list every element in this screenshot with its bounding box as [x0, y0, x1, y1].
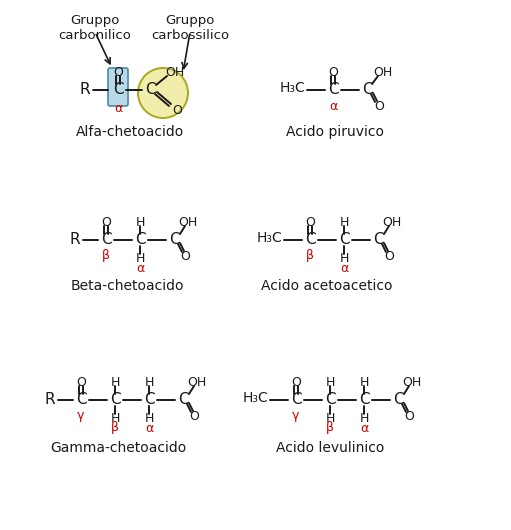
Text: C: C — [135, 233, 145, 248]
Text: OH: OH — [166, 66, 184, 78]
Text: α: α — [145, 421, 153, 435]
Text: H: H — [110, 411, 120, 425]
Text: C: C — [76, 393, 86, 408]
Text: C: C — [178, 393, 189, 408]
Text: H: H — [110, 375, 120, 388]
Text: H₃C: H₃C — [279, 81, 305, 95]
Text: α: α — [136, 261, 144, 275]
Text: H: H — [135, 216, 145, 228]
Text: OH: OH — [382, 216, 402, 228]
Text: β: β — [326, 421, 334, 435]
Text: O: O — [101, 216, 111, 228]
Text: Beta-chetoacido: Beta-chetoacido — [70, 279, 184, 293]
Text: O: O — [76, 375, 86, 388]
Text: C: C — [392, 393, 403, 408]
Text: α: α — [360, 421, 368, 435]
Text: Acido acetoacetico: Acido acetoacetico — [261, 279, 393, 293]
Text: Acido piruvico: Acido piruvico — [286, 125, 384, 139]
Text: C: C — [339, 233, 350, 248]
Text: β: β — [306, 250, 314, 262]
Text: R: R — [80, 83, 90, 98]
Text: C: C — [328, 83, 338, 98]
Text: C: C — [362, 83, 373, 98]
Text: C: C — [169, 233, 179, 248]
Text: H: H — [144, 375, 154, 388]
Text: OH: OH — [188, 375, 206, 388]
Text: O: O — [374, 100, 384, 112]
Text: O: O — [172, 103, 182, 117]
Text: Gamma-chetoacido: Gamma-chetoacido — [50, 441, 186, 455]
Text: Alfa-chetoacido: Alfa-chetoacido — [76, 125, 184, 139]
Text: α: α — [114, 102, 122, 114]
Text: Acido levulinico: Acido levulinico — [276, 441, 384, 455]
Text: Gruppo
carbossilico: Gruppo carbossilico — [151, 14, 229, 42]
Text: O: O — [113, 66, 123, 78]
Text: H: H — [326, 375, 335, 388]
Text: O: O — [291, 375, 301, 388]
Text: Gruppo
carbonilico: Gruppo carbonilico — [59, 14, 131, 42]
Text: OH: OH — [402, 375, 422, 388]
Text: OH: OH — [178, 216, 198, 228]
Text: H: H — [359, 411, 369, 425]
Text: H: H — [144, 411, 154, 425]
Text: H: H — [359, 375, 369, 388]
Text: C: C — [305, 233, 315, 248]
Ellipse shape — [138, 68, 188, 118]
Text: γ: γ — [292, 410, 300, 422]
Text: R: R — [69, 233, 80, 248]
Text: C: C — [145, 83, 155, 98]
Text: H₃C: H₃C — [242, 391, 268, 405]
Text: H: H — [339, 252, 349, 264]
Text: H: H — [326, 411, 335, 425]
Text: C: C — [324, 393, 335, 408]
Text: β: β — [102, 250, 110, 262]
Text: α: α — [329, 100, 337, 112]
FancyBboxPatch shape — [108, 68, 128, 106]
Text: γ: γ — [77, 410, 85, 422]
Text: C: C — [359, 393, 369, 408]
Text: C: C — [113, 83, 123, 98]
Text: R: R — [44, 393, 55, 408]
Text: C: C — [110, 393, 120, 408]
Text: α: α — [340, 261, 348, 275]
Text: O: O — [305, 216, 315, 228]
Text: H: H — [135, 252, 145, 264]
Text: H₃C: H₃C — [256, 231, 282, 245]
Text: C: C — [144, 393, 154, 408]
Text: O: O — [328, 66, 338, 78]
Text: O: O — [189, 410, 199, 422]
Text: C: C — [101, 233, 111, 248]
Text: C: C — [291, 393, 301, 408]
Text: O: O — [180, 250, 190, 262]
Text: C: C — [373, 233, 383, 248]
Text: O: O — [404, 410, 414, 422]
Text: O: O — [384, 250, 394, 262]
Text: β: β — [111, 421, 119, 435]
Text: OH: OH — [374, 66, 392, 78]
Text: H: H — [339, 216, 349, 228]
